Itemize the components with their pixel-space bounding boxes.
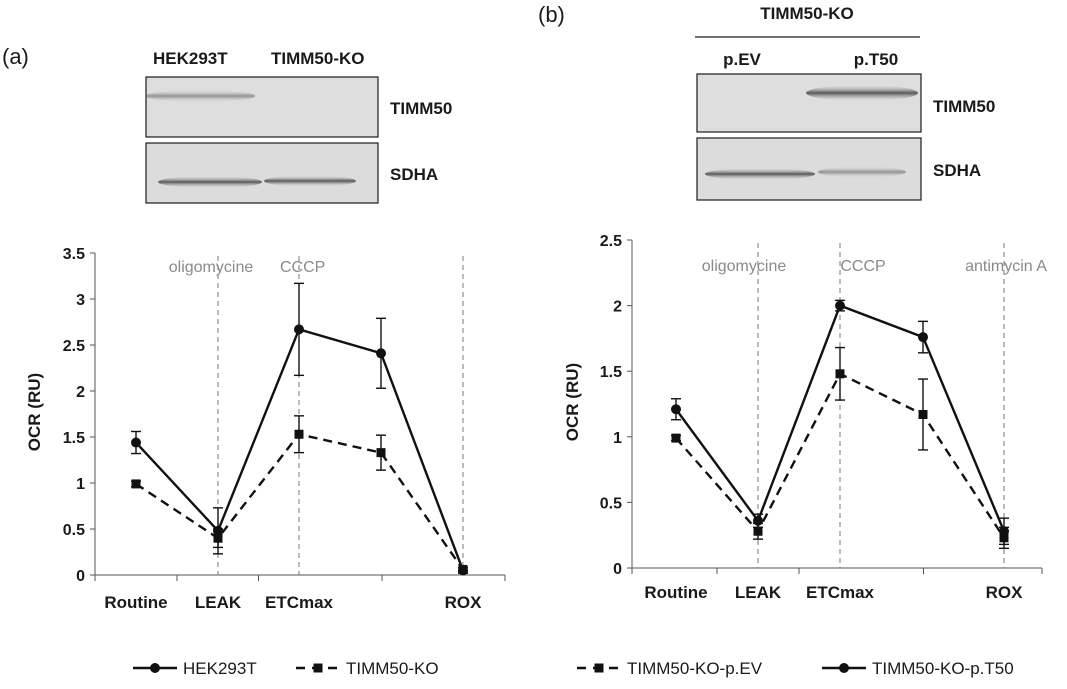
- x-category-label: Routine: [644, 583, 707, 602]
- x-category-label: ETCmax: [806, 583, 875, 602]
- data-point: [753, 526, 763, 536]
- blot-a-timm50-membrane: [145, 76, 379, 138]
- panel-b-label: (b): [538, 2, 565, 27]
- y-tick-label: 3.5: [63, 246, 85, 263]
- data-point: [376, 448, 386, 458]
- data-point: [671, 404, 681, 415]
- legend-marker: [313, 663, 323, 673]
- blot-b-timm50-membrane: [696, 73, 922, 133]
- chart-a: 0 0.5 1 1.5 2 2.5 3 3.5 OCR (RU) Routine LEAK ETCma…: [25, 246, 506, 612]
- x-category-label: ROX: [986, 583, 1024, 602]
- legend-a: HEK293T TIMM50-KO: [133, 659, 439, 678]
- panel-b-blot: (b) TIMM50-KO p.EV p.T50 TIMM50 SDHA: [538, 2, 995, 201]
- legend-label: TIMM50-KO-p.EV: [627, 659, 763, 678]
- treatment-annotation: oligomycine: [702, 258, 787, 275]
- blot-b-group-label: TIMM50-KO: [760, 4, 854, 23]
- blot-a-sdha-membrane: [145, 142, 379, 204]
- legend-marker: [150, 663, 160, 673]
- data-point: [294, 324, 304, 335]
- blot-b-band-label-1: TIMM50: [933, 97, 995, 116]
- x-category-label: Routine: [104, 593, 167, 612]
- data-point: [131, 437, 141, 448]
- y-tick-label: 1: [76, 476, 85, 493]
- blot-a-band-label-2: SDHA: [390, 165, 438, 184]
- y-tick-label: 0.5: [63, 522, 85, 539]
- panel-a-blot: (a) HEK293T TIMM50-KO TIMM50 SDHA: [2, 44, 452, 204]
- blot-a-lane-2: TIMM50-KO: [271, 49, 365, 68]
- blot-a-lane-1: HEK293T: [153, 49, 228, 68]
- blot-a-sdha-band-hek: [158, 176, 262, 188]
- data-point: [458, 564, 468, 574]
- data-point: [999, 526, 1009, 537]
- legend-label: HEK293T: [183, 659, 257, 678]
- blot-a-band-label-1: TIMM50: [390, 99, 452, 118]
- blot-b-sdha-band-t50: [818, 166, 906, 178]
- data-point: [835, 300, 845, 311]
- data-point: [835, 369, 845, 379]
- treatment-annotation: CCCP: [280, 259, 325, 276]
- legend-label: TIMM50-KO-p.T50: [872, 659, 1014, 678]
- y-tick-label: 0: [76, 568, 85, 585]
- data-point: [671, 433, 681, 443]
- y-tick-label: 0: [613, 561, 622, 578]
- blot-a-timm50-band-hek: [145, 90, 255, 102]
- blot-b-band-label-2: SDHA: [933, 161, 981, 180]
- y-tick-label: 2.5: [600, 233, 622, 250]
- blot-b-lane-2: p.T50: [854, 50, 898, 69]
- x-category-label: LEAK: [735, 583, 782, 602]
- data-point: [294, 429, 304, 439]
- legend-marker: [594, 663, 604, 673]
- blot-b-timm50-band-t50: [806, 85, 918, 101]
- data-point: [918, 409, 928, 419]
- treatment-annotation: CCCP: [840, 258, 885, 275]
- data-point: [213, 533, 223, 543]
- treatment-annotation: oligomycine: [169, 259, 254, 276]
- data-point: [753, 515, 763, 526]
- legend-marker: [839, 663, 849, 673]
- y-tick-label: 1.5: [600, 364, 622, 381]
- legend-b: TIMM50-KO-p.EV TIMM50-KO-p.T50: [577, 659, 1014, 678]
- y-tick-label: 2.5: [63, 338, 85, 355]
- y-axis-label: OCR (RU): [563, 363, 582, 441]
- treatment-annotation: antimycin A: [965, 258, 1047, 275]
- panel-a-label: (a): [2, 44, 29, 69]
- data-point: [918, 332, 928, 343]
- chart-b: 0 0.5 1 1.5 2 2.5 OCR (RU) Routine LEAK ETCmax ROX…: [563, 233, 1047, 602]
- y-tick-label: 1: [613, 430, 622, 447]
- legend-label: TIMM50-KO: [346, 659, 439, 678]
- y-tick-label: 2: [613, 299, 622, 316]
- y-tick-label: 3: [76, 292, 85, 309]
- y-tick-label: 2: [76, 384, 85, 401]
- x-category-label: ETCmax: [265, 593, 334, 612]
- data-point: [376, 348, 386, 359]
- blot-b-lane-1: p.EV: [723, 50, 761, 69]
- y-axis-label: OCR (RU): [25, 373, 44, 451]
- x-category-label: LEAK: [195, 593, 242, 612]
- blot-a-sdha-band-ko: [264, 175, 356, 187]
- y-tick-label: 0.5: [600, 495, 622, 512]
- data-point: [131, 479, 141, 489]
- x-category-label: ROX: [445, 593, 483, 612]
- y-tick-label: 1.5: [63, 430, 85, 447]
- blot-b-sdha-band-ev: [705, 168, 815, 180]
